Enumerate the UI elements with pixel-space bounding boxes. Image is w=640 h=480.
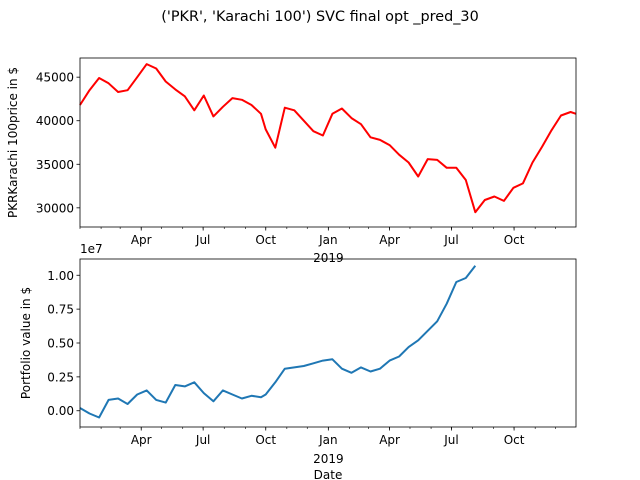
x-year-label: 2019	[313, 452, 344, 466]
y-tick-label: 0.00	[47, 404, 74, 418]
y-tick-label: 35000	[36, 158, 74, 172]
y-tick-label: 45000	[36, 71, 74, 85]
x-tick-label: Oct	[255, 433, 276, 447]
y-offset-label: 1e7	[80, 242, 103, 256]
x-tick-label: Jul	[195, 433, 210, 447]
y-tick-label: 40000	[36, 114, 74, 128]
y-tick-label: 0.75	[47, 303, 74, 317]
x-tick-label: Apr	[131, 433, 152, 447]
y-tick-label: 30000	[36, 201, 74, 215]
x-tick-label: Oct	[255, 233, 276, 247]
y-axis-label: Portfolio value in $	[19, 287, 33, 399]
price-chart: Apr Jul Oct Jan Apr Jul Oct 2019 30000 35000 40000…	[6, 57, 577, 265]
x-tick-label: Jan	[318, 433, 338, 447]
axes-frame	[79, 57, 577, 228]
x-tick-label: Apr	[379, 233, 400, 247]
x-tick-label: Jan	[318, 233, 338, 247]
x-tick-label: Apr	[379, 433, 400, 447]
portfolio-chart: Apr Jul Oct Jan Apr Jul Oct 2019 0.00 0.25 0.50 0.7…	[19, 242, 577, 480]
series-line	[79, 265, 477, 419]
y-tick-label: 0.25	[47, 370, 74, 384]
axes-frame	[79, 258, 577, 428]
series-line	[79, 63, 577, 214]
figure-title: ('PKR', 'Karachi 100') SVC final opt _pr…	[161, 9, 478, 25]
y-tick-label: 0.50	[47, 337, 74, 351]
y-tick-label: 1.00	[47, 269, 74, 283]
x-tick-label: Jul	[195, 233, 210, 247]
x-year-label: 2019	[313, 251, 344, 265]
x-tick-label: Jul	[443, 433, 458, 447]
y-axis-label: PKRKarachi 100price in $	[6, 67, 20, 218]
x-tick-label: Apr	[131, 233, 152, 247]
x-tick-label: Oct	[504, 233, 525, 247]
x-tick-label: Oct	[504, 433, 525, 447]
x-axis-label: Date	[314, 468, 343, 480]
x-tick-label: Jul	[443, 233, 458, 247]
